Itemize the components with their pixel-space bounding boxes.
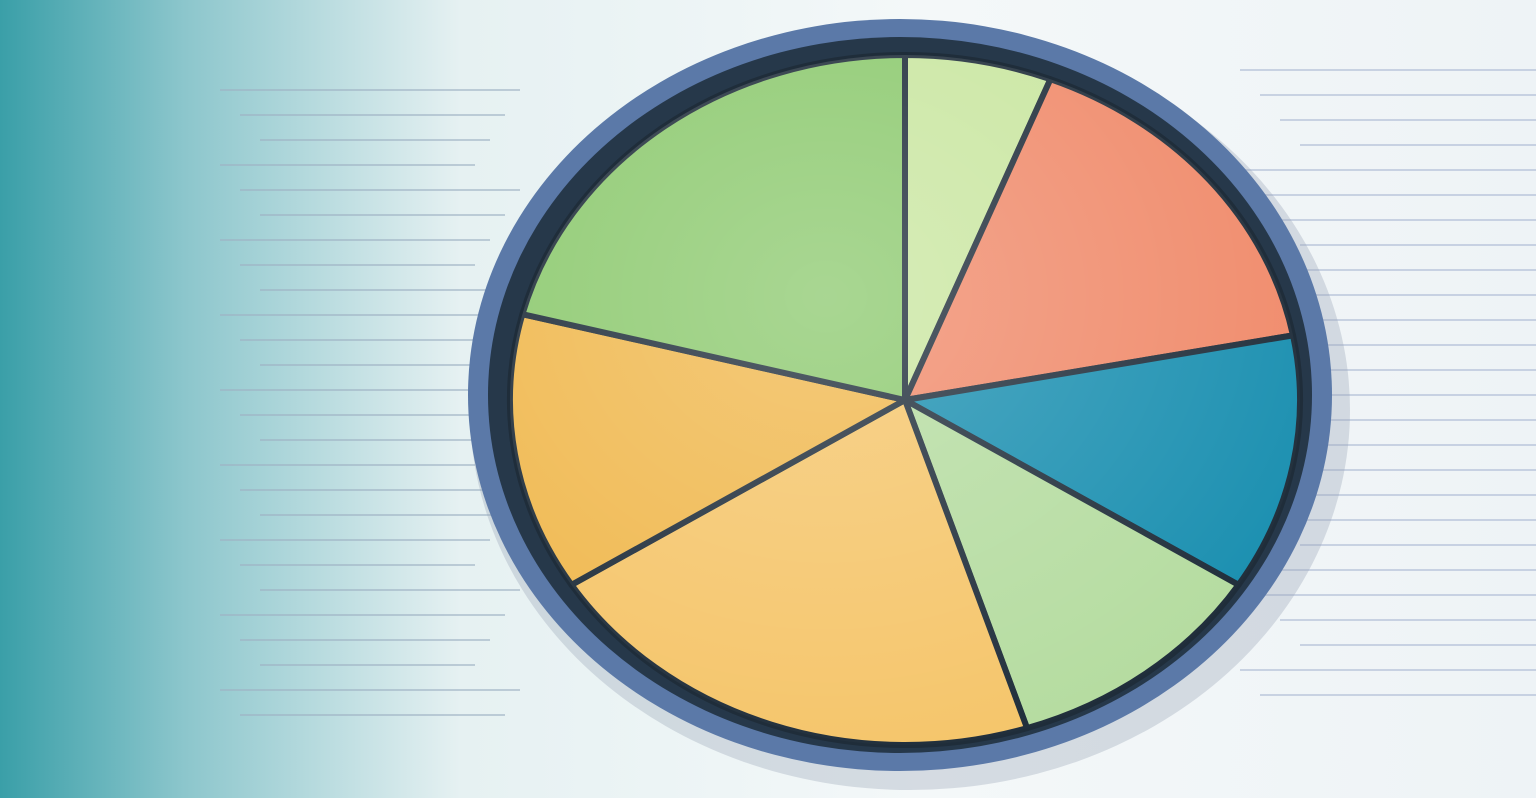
pie: [507, 52, 1303, 748]
decorative-lines: [220, 69, 1536, 716]
